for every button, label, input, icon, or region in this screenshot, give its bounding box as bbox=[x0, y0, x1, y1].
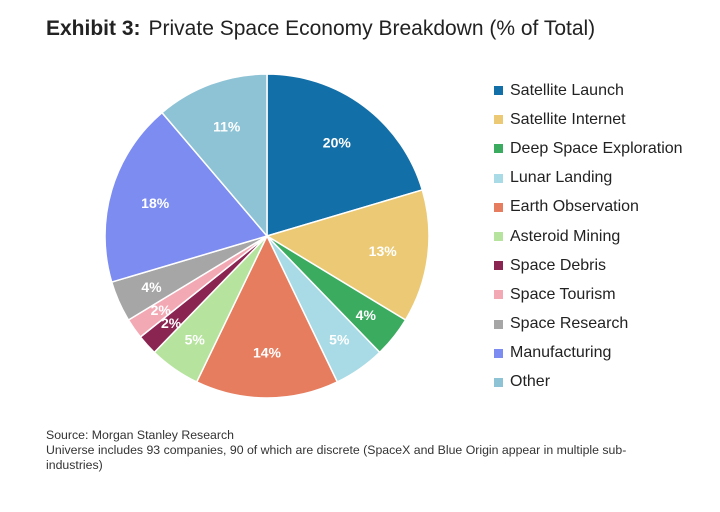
pie-slice-other bbox=[160, 73, 268, 239]
legend-swatch bbox=[494, 377, 503, 387]
pie-slice-satellite-launch bbox=[266, 73, 424, 238]
data-label-manufacturing: 18% bbox=[141, 195, 170, 211]
data-label-satellite-launch: 20% bbox=[323, 135, 352, 151]
legend-item-manufacturing: Manufacturing bbox=[494, 339, 683, 368]
legend-label: Other bbox=[510, 373, 551, 391]
pie-slice-earth-observation bbox=[195, 234, 339, 399]
legend-label: Manufacturing bbox=[510, 344, 612, 362]
legend-item-asteroid-mining: Asteroid Mining bbox=[494, 222, 683, 251]
legend-label: Space Tourism bbox=[510, 285, 616, 303]
legend-swatch bbox=[494, 86, 503, 96]
legend-swatch bbox=[494, 173, 503, 183]
legend-item-earth-observation: Earth Observation bbox=[494, 193, 683, 222]
legend-swatch bbox=[494, 232, 503, 242]
legend-label: Space Debris bbox=[510, 256, 607, 274]
data-label-earth-observation: 14% bbox=[253, 345, 282, 361]
note-line-2: industries) bbox=[46, 458, 103, 472]
source-note: Source: Morgan Stanley Research Universe… bbox=[46, 428, 696, 473]
legend-item-space-debris: Space Debris bbox=[494, 251, 683, 280]
legend-item-satellite-internet: Satellite Internet bbox=[494, 105, 683, 134]
data-label-space-research: 4% bbox=[141, 279, 162, 295]
data-label-space-tourism: 2% bbox=[151, 302, 172, 318]
data-label-deep-space-exploration: 4% bbox=[356, 307, 377, 323]
exhibit-label: Exhibit 3: bbox=[46, 17, 141, 40]
data-label-satellite-internet: 13% bbox=[369, 243, 398, 259]
data-label-asteroid-mining: 5% bbox=[185, 332, 206, 348]
legend-item-space-tourism: Space Tourism bbox=[494, 280, 683, 309]
legend-label: Deep Space Exploration bbox=[510, 139, 683, 157]
legend-swatch bbox=[494, 348, 503, 358]
legend-label: Earth Observation bbox=[510, 198, 639, 216]
note-line-1: Universe includes 93 companies, 90 of wh… bbox=[46, 443, 627, 457]
legend-label: Lunar Landing bbox=[510, 169, 613, 187]
legend-swatch bbox=[494, 202, 503, 212]
data-label-lunar-landing: 5% bbox=[329, 332, 350, 348]
data-label-other: 11% bbox=[213, 119, 241, 135]
legend-item-lunar-landing: Lunar Landing bbox=[494, 164, 683, 193]
legend-swatch bbox=[494, 261, 503, 271]
legend-swatch bbox=[494, 290, 503, 300]
legend-item-deep-space-exploration: Deep Space Exploration bbox=[494, 134, 683, 163]
legend-swatch bbox=[494, 115, 503, 125]
legend: Satellite Launch Satellite Internet Deep S… bbox=[494, 76, 683, 397]
legend-swatch bbox=[494, 319, 503, 329]
legend-label: Satellite Launch bbox=[510, 81, 624, 99]
legend-item-satellite-launch: Satellite Launch bbox=[494, 76, 683, 105]
legend-swatch bbox=[494, 144, 503, 154]
chart-title: Exhibit 3: Private Space Economy Breakdow… bbox=[46, 17, 595, 41]
legend-label: Satellite Internet bbox=[510, 110, 626, 128]
legend-label: Asteroid Mining bbox=[510, 227, 621, 245]
legend-label: Space Research bbox=[510, 315, 629, 333]
pie-slice-manufacturing bbox=[104, 111, 269, 284]
pie-slice-satellite-internet bbox=[265, 188, 430, 322]
legend-item-space-research: Space Research bbox=[494, 310, 683, 339]
data-label-space-debris: 2% bbox=[161, 315, 182, 331]
source-line: Source: Morgan Stanley Research bbox=[46, 428, 234, 442]
legend-item-other: Other bbox=[494, 368, 683, 397]
title-text: Private Space Economy Breakdown (% of To… bbox=[148, 17, 596, 40]
